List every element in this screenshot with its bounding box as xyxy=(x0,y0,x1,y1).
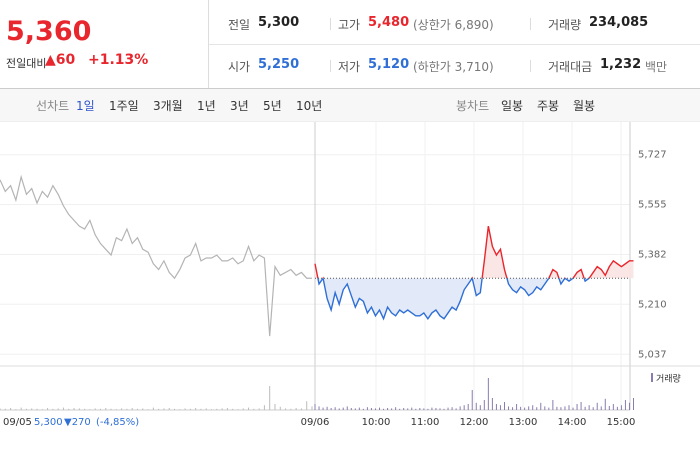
col-divider xyxy=(330,60,331,72)
change-label: 전일대비 xyxy=(6,57,47,70)
col-divider xyxy=(530,18,531,30)
footer-pct: (-4,85%) xyxy=(96,417,139,428)
legend-swatch xyxy=(651,373,653,382)
tab[interactable]: 10년 xyxy=(296,99,323,113)
stat-value: 5,120 xyxy=(368,57,410,72)
tab[interactable]: 1주일 xyxy=(109,99,139,113)
row-divider xyxy=(209,44,700,45)
change-pct: +1.13% xyxy=(88,52,149,68)
tab[interactable]: 1일 xyxy=(76,99,95,113)
change: ▲60 xyxy=(45,52,76,68)
tab-group-label: 선차트 xyxy=(36,99,70,113)
chart-top xyxy=(0,121,700,122)
x-tick-label: 11:00 xyxy=(411,417,440,428)
stat-value: 5,480 xyxy=(368,15,410,30)
footer-date: 09/05 xyxy=(3,417,32,428)
x-tick-label: 14:00 xyxy=(558,417,587,428)
tab-group-label: 봉차트 xyxy=(456,99,490,113)
x-tick-label: 12:00 xyxy=(460,417,489,428)
stat-value: 5,250 xyxy=(258,57,300,72)
col-divider xyxy=(530,60,531,72)
stat-note: 백만 xyxy=(645,60,668,74)
tab[interactable]: 일봉 xyxy=(501,99,524,113)
tab[interactable]: 주봉 xyxy=(537,99,560,113)
today-area xyxy=(317,278,590,319)
today-line xyxy=(317,278,591,321)
tab[interactable]: 3개월 xyxy=(153,99,183,113)
stat-label: 거래량 xyxy=(548,18,582,32)
tab[interactable]: 5년 xyxy=(263,99,282,113)
stat-note: (하한가 3,710) xyxy=(413,60,494,74)
prev-line xyxy=(0,174,312,337)
y-tick-label: 5,210 xyxy=(638,299,667,310)
x-tick-label: 13:00 xyxy=(509,417,538,428)
tab[interactable]: 월봉 xyxy=(573,99,596,113)
tab[interactable]: 3년 xyxy=(230,99,249,113)
y-tick-label: 5,727 xyxy=(638,150,667,161)
tab[interactable]: 1년 xyxy=(197,99,216,113)
col-divider xyxy=(330,18,331,30)
price-panel: 5,360 전일대비 ▲60 +1.13% xyxy=(0,0,209,88)
x-tick-label: 15:00 xyxy=(607,417,636,428)
stat-value: 234,085 xyxy=(589,15,649,30)
stat-value: 1,232 xyxy=(600,57,642,72)
stat-label: 시가 xyxy=(228,60,251,74)
stat-label: 고가 xyxy=(338,18,361,32)
x-tick-label: 10:00 xyxy=(362,417,391,428)
stat-label: 전일 xyxy=(228,18,251,32)
today-area xyxy=(315,226,634,279)
footer-close: 5,300 xyxy=(34,417,63,428)
y-tick-label: 5,555 xyxy=(638,199,667,210)
stat-label: 거래대금 xyxy=(548,60,593,74)
y-tick-label: 5,382 xyxy=(638,249,667,260)
stat-note: (상한가 6,890) xyxy=(413,18,494,32)
price: 5,360 xyxy=(6,16,92,47)
footer-change: ▼270 xyxy=(64,417,91,428)
tab-bar xyxy=(0,88,700,122)
y-tick-label: 5,037 xyxy=(638,349,667,360)
legend-label: 거래량 xyxy=(656,373,681,385)
stat-label: 저가 xyxy=(338,60,361,74)
x-tick-label: 09/06 xyxy=(301,417,330,428)
stat-value: 5,300 xyxy=(258,15,300,30)
today-line xyxy=(314,226,634,279)
